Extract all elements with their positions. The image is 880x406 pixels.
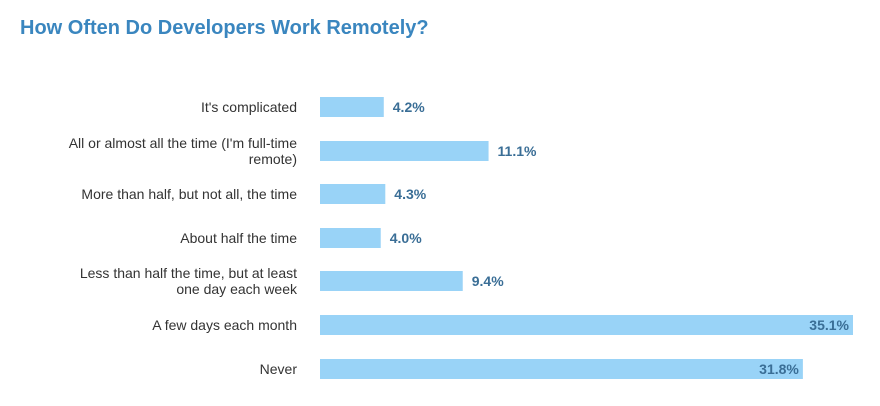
- category-label-7: Never: [260, 361, 298, 377]
- bar-4: [320, 228, 381, 248]
- bar-2: [320, 141, 489, 161]
- value-label-5: 9.4%: [472, 273, 504, 289]
- category-label-6: A few days each month: [152, 317, 297, 333]
- category-label-4: About half the time: [180, 230, 297, 246]
- value-label-6: 35.1%: [809, 317, 849, 333]
- value-label-2: 11.1%: [498, 143, 537, 159]
- bar-3: [320, 184, 386, 204]
- category-label-5: Less than half the time, but at least one…: [80, 265, 298, 297]
- chart-title: How Often Do Developers Work Remotely?: [20, 17, 429, 39]
- value-label-1: 4.2%: [393, 99, 425, 115]
- bar-1: [320, 97, 384, 117]
- bar-7: [320, 359, 803, 379]
- category-label-1: It's complicated: [201, 99, 297, 115]
- bar-5: [320, 271, 463, 291]
- category-label-2: All or almost all the time (I'm full-tim…: [69, 135, 297, 167]
- value-label-4: 4.0%: [390, 230, 422, 246]
- category-label-3: More than half, but not all, the time: [81, 186, 297, 202]
- bar-6: [320, 315, 853, 335]
- value-label-7: 31.8%: [759, 361, 799, 377]
- value-label-3: 4.3%: [394, 186, 426, 202]
